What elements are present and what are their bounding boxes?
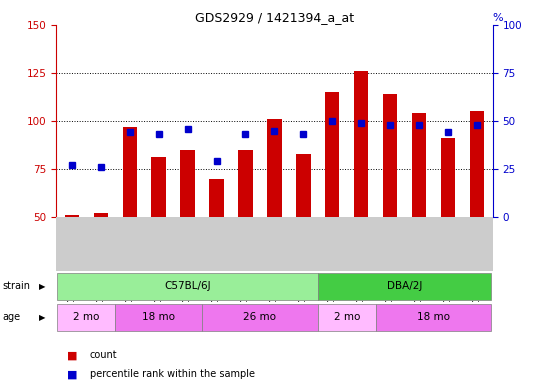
Text: 2 mo: 2 mo xyxy=(73,311,100,321)
Bar xyxy=(64,215,79,217)
Bar xyxy=(58,273,318,300)
Text: 26 mo: 26 mo xyxy=(244,311,277,321)
Text: ▶: ▶ xyxy=(39,282,45,291)
Text: age: age xyxy=(3,312,21,322)
Bar xyxy=(296,154,311,217)
Text: strain: strain xyxy=(3,281,31,291)
Text: 2 mo: 2 mo xyxy=(334,311,360,321)
Bar xyxy=(383,94,398,217)
Bar xyxy=(123,127,137,217)
Bar xyxy=(470,111,484,217)
Bar xyxy=(354,71,368,217)
Bar xyxy=(180,150,195,217)
Text: %: % xyxy=(493,13,503,23)
Text: ■: ■ xyxy=(67,350,78,360)
Bar xyxy=(238,150,253,217)
Bar xyxy=(325,92,339,217)
Bar xyxy=(318,304,376,331)
Bar xyxy=(318,273,491,300)
Bar xyxy=(58,304,115,331)
Text: percentile rank within the sample: percentile rank within the sample xyxy=(90,369,255,379)
Text: count: count xyxy=(90,350,117,360)
Bar xyxy=(209,179,224,217)
Text: ▶: ▶ xyxy=(39,313,45,322)
Text: 18 mo: 18 mo xyxy=(417,311,450,321)
Bar xyxy=(151,157,166,217)
Text: ■: ■ xyxy=(67,369,78,379)
Bar xyxy=(376,304,491,331)
Bar xyxy=(202,304,318,331)
Bar xyxy=(441,138,455,217)
Text: C57BL/6J: C57BL/6J xyxy=(164,281,211,291)
Bar xyxy=(94,213,108,217)
Text: DBA/2J: DBA/2J xyxy=(387,281,422,291)
Title: GDS2929 / 1421394_a_at: GDS2929 / 1421394_a_at xyxy=(195,11,354,24)
Bar xyxy=(115,304,202,331)
Bar xyxy=(412,113,426,217)
Bar xyxy=(267,119,282,217)
Text: 18 mo: 18 mo xyxy=(142,311,175,321)
